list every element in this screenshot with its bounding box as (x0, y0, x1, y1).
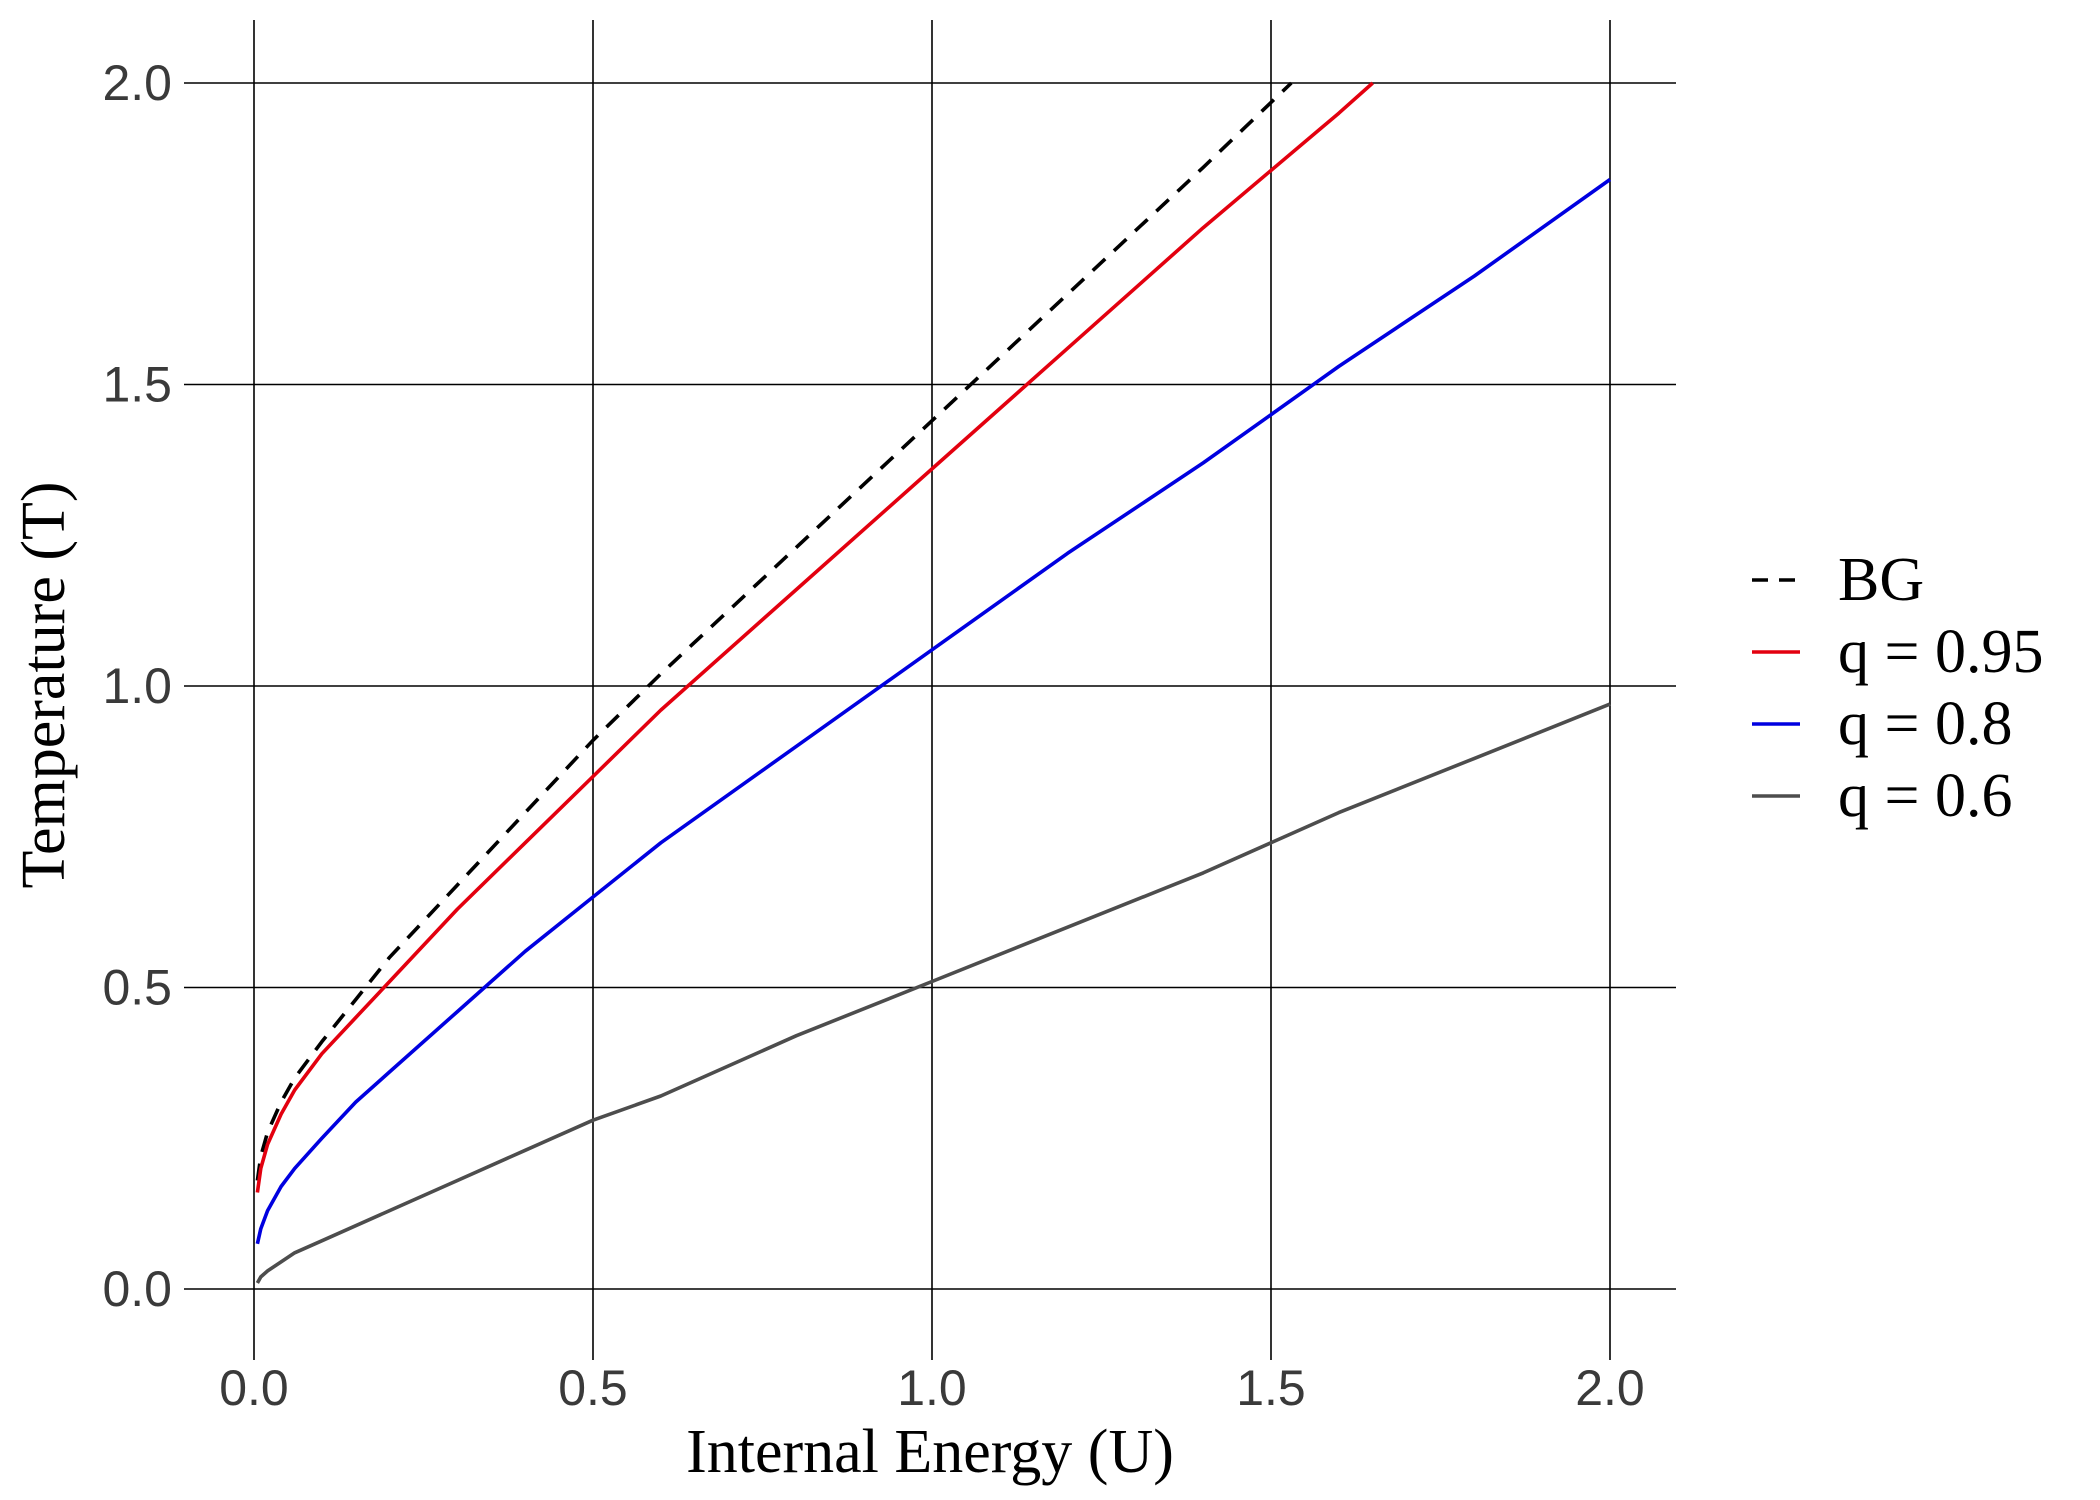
x-tick-label: 1.0 (897, 1360, 967, 1416)
series-line-bg (255, 81, 1293, 1181)
x-tick-label: 1.5 (1236, 1360, 1306, 1416)
x-tick-label: 0.0 (219, 1360, 289, 1416)
plot-series (255, 81, 1612, 1284)
series-line-q-0-95 (255, 81, 1374, 1193)
series-line-q-0-6 (255, 702, 1611, 1284)
y-tick-label: 1.0 (102, 658, 172, 714)
x-tick-label: 2.0 (1575, 1360, 1645, 1416)
legend-label: q = 0.95 (1838, 618, 2043, 686)
grid (184, 20, 1676, 1360)
y-tick-label: 0.0 (102, 1261, 172, 1317)
y-tick-label: 1.5 (102, 357, 172, 413)
y-axis-title: Temperature (T) (10, 481, 78, 888)
legend-label: q = 0.6 (1838, 762, 2012, 830)
x-tick-label: 0.5 (558, 1360, 628, 1416)
series-line-q-0-8 (255, 178, 1612, 1245)
tick-labels: 0.0 0.5 1.0 1.5 2.0 0.0 0.5 1.0 1.5 2.0 (102, 55, 1644, 1416)
legend-label: q = 0.8 (1838, 690, 2012, 758)
x-axis-title: Internal Energy (U) (686, 1418, 1174, 1486)
y-tick-label: 2.0 (102, 55, 172, 111)
legend-label: BG (1838, 546, 1924, 614)
y-tick-label: 0.5 (102, 960, 172, 1016)
legend: BGq = 0.95q = 0.8q = 0.6 (1752, 546, 2043, 830)
